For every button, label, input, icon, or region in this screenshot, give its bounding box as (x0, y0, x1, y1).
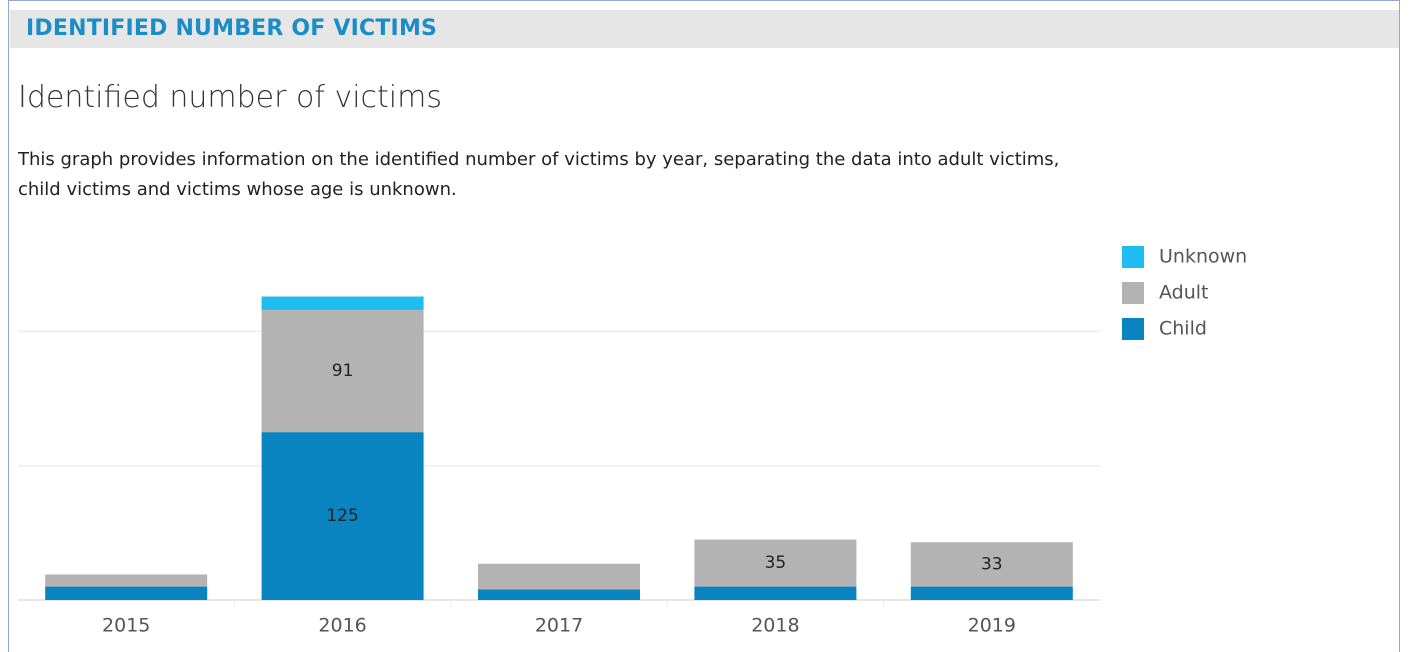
legend-swatch (1122, 246, 1144, 268)
legend-label: Unknown (1159, 246, 1247, 268)
bar-segment (478, 589, 640, 600)
chart-subtitle: This graph provides information on the i… (18, 149, 1060, 200)
legend-label: Child (1159, 318, 1207, 340)
bar-segment (261, 296, 424, 310)
data-label: 35 (765, 553, 787, 573)
x-tick-label: 2015 (102, 615, 150, 637)
x-tick-label: 2018 (751, 615, 799, 637)
bar-segment (910, 586, 1073, 600)
header-bar: IDENTIFIED NUMBER OF VICTIMS (10, 10, 1399, 48)
chart-title: Identified number of victims (18, 80, 442, 115)
bar-segment (694, 586, 857, 600)
frame (8, 0, 1400, 652)
data-label: 91 (332, 361, 354, 381)
legend-swatch (1122, 282, 1144, 304)
bar-segment (45, 574, 208, 587)
x-tick-label: 2019 (968, 615, 1016, 637)
header-title: IDENTIFIED NUMBER OF VICTIMS (26, 16, 438, 41)
legend-label: Adult (1159, 282, 1209, 304)
bar-segment (45, 586, 208, 600)
data-label: 125 (326, 506, 358, 526)
bar-segment (261, 432, 424, 600)
bar-segment (694, 539, 857, 587)
legend-swatch (1122, 318, 1144, 340)
bar-segment (910, 542, 1073, 587)
bar-segment (478, 563, 640, 590)
x-tick-label: 2016 (318, 615, 366, 637)
bar-segment (261, 309, 424, 433)
x-tick-label: 2017 (535, 615, 583, 637)
data-label: 33 (981, 554, 1003, 574)
